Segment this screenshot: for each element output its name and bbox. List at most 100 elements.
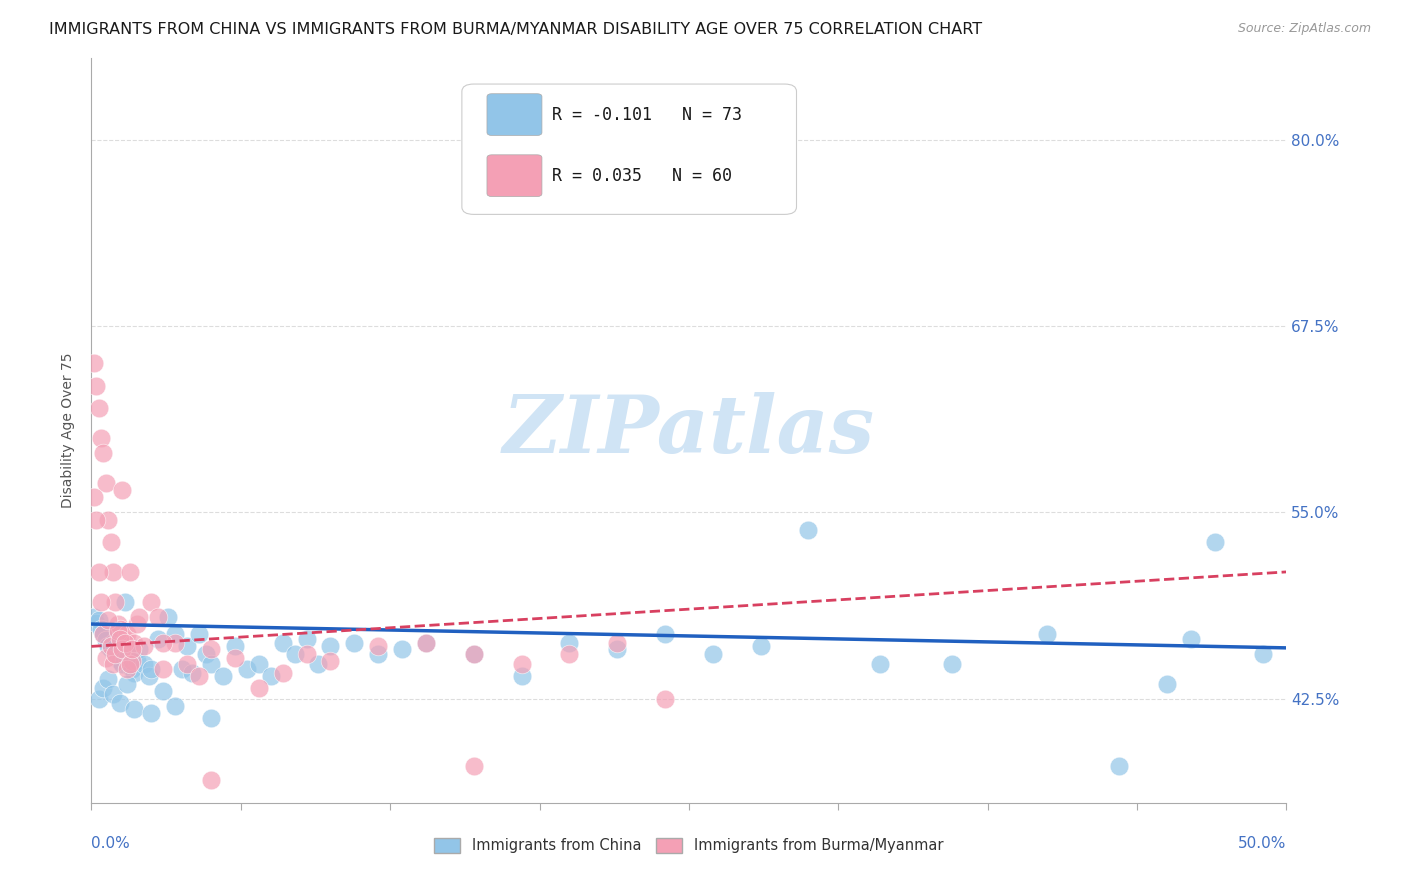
Text: R = 0.035   N = 60: R = 0.035 N = 60 xyxy=(551,167,731,185)
Point xyxy=(295,647,318,661)
Point xyxy=(1180,632,1202,646)
Point xyxy=(271,666,294,681)
Point xyxy=(510,657,533,672)
Point xyxy=(176,640,198,654)
Point xyxy=(172,662,194,676)
Point xyxy=(1204,535,1226,549)
Point xyxy=(247,657,270,672)
Point xyxy=(107,617,129,632)
Point xyxy=(107,627,129,641)
Point xyxy=(558,647,581,661)
Point xyxy=(141,706,162,721)
Point xyxy=(319,640,342,654)
Point xyxy=(97,513,120,527)
Point xyxy=(152,636,174,650)
Point xyxy=(510,669,533,683)
Point xyxy=(869,657,891,672)
Point xyxy=(138,669,160,683)
Text: 0.0%: 0.0% xyxy=(91,837,131,851)
Point xyxy=(463,647,485,661)
Point xyxy=(100,642,122,657)
Point xyxy=(104,647,127,661)
Point xyxy=(307,657,329,672)
Point xyxy=(108,632,131,646)
Point xyxy=(100,535,122,549)
Point xyxy=(90,622,112,636)
Point xyxy=(702,647,724,661)
Point xyxy=(87,565,110,579)
Point xyxy=(156,609,179,624)
Point xyxy=(97,640,120,654)
Point xyxy=(415,636,437,650)
Point xyxy=(1108,758,1130,772)
Point xyxy=(104,595,127,609)
Text: IMMIGRANTS FROM CHINA VS IMMIGRANTS FROM BURMA/MYANMAR DISABILITY AGE OVER 75 CO: IMMIGRANTS FROM CHINA VS IMMIGRANTS FROM… xyxy=(49,22,983,37)
Point xyxy=(463,758,485,772)
Point xyxy=(141,595,162,609)
Point xyxy=(200,773,222,788)
Point xyxy=(295,632,318,646)
Point xyxy=(118,640,141,654)
Point xyxy=(83,491,105,505)
Text: R = -0.101   N = 73: R = -0.101 N = 73 xyxy=(551,105,741,124)
Point xyxy=(101,657,124,672)
Point xyxy=(111,657,134,672)
FancyBboxPatch shape xyxy=(461,84,796,214)
Point xyxy=(247,681,270,695)
Point xyxy=(128,642,150,657)
Point xyxy=(463,647,485,661)
Point xyxy=(558,636,581,650)
Point xyxy=(1251,647,1274,661)
Point xyxy=(163,698,186,713)
Point xyxy=(187,627,211,641)
Point xyxy=(111,483,134,497)
Point xyxy=(100,640,122,654)
Point xyxy=(84,615,107,630)
Point xyxy=(101,687,124,701)
Point xyxy=(125,654,148,668)
Point xyxy=(176,657,198,672)
Point xyxy=(115,627,138,641)
Legend: Immigrants from China, Immigrants from Burma/Myanmar: Immigrants from China, Immigrants from B… xyxy=(429,831,949,859)
Point xyxy=(124,666,146,681)
Point xyxy=(132,640,155,654)
Text: Source: ZipAtlas.com: Source: ZipAtlas.com xyxy=(1237,22,1371,36)
Point xyxy=(195,647,218,661)
Point xyxy=(343,636,366,650)
Point xyxy=(90,595,112,609)
Point xyxy=(284,647,307,661)
Point xyxy=(271,636,294,650)
Point xyxy=(124,702,146,716)
Point xyxy=(606,642,628,657)
Point xyxy=(118,565,141,579)
Point xyxy=(224,651,246,665)
Point xyxy=(148,609,170,624)
Point xyxy=(114,595,136,609)
Point xyxy=(83,356,105,370)
Point xyxy=(94,475,117,490)
Point xyxy=(1036,627,1059,641)
Point xyxy=(211,669,233,683)
Point xyxy=(121,642,143,657)
Point xyxy=(104,647,127,661)
Point xyxy=(367,647,389,661)
Point xyxy=(111,642,134,657)
Point xyxy=(115,676,138,690)
Point xyxy=(114,632,136,646)
Point xyxy=(97,613,120,627)
Point xyxy=(87,401,110,415)
Point xyxy=(152,662,174,676)
Point xyxy=(94,633,117,648)
Point xyxy=(108,696,131,710)
Point xyxy=(200,657,222,672)
Point xyxy=(797,523,820,537)
Point xyxy=(200,642,222,657)
Text: ZIPatlas: ZIPatlas xyxy=(503,392,875,469)
Point xyxy=(87,691,110,706)
Text: 50.0%: 50.0% xyxy=(1239,837,1286,851)
Point xyxy=(108,654,131,668)
Point xyxy=(941,657,963,672)
Point xyxy=(187,669,211,683)
Point xyxy=(415,636,437,650)
Point xyxy=(93,681,114,695)
